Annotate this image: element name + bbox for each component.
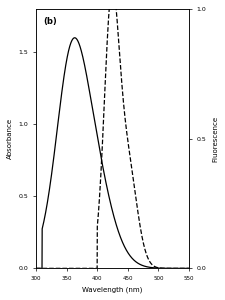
Text: (b): (b) [44, 17, 57, 26]
Y-axis label: Absorbance: Absorbance [7, 118, 13, 159]
Y-axis label: Fluorescence: Fluorescence [212, 116, 218, 162]
X-axis label: Wavelength (nm): Wavelength (nm) [82, 286, 143, 293]
